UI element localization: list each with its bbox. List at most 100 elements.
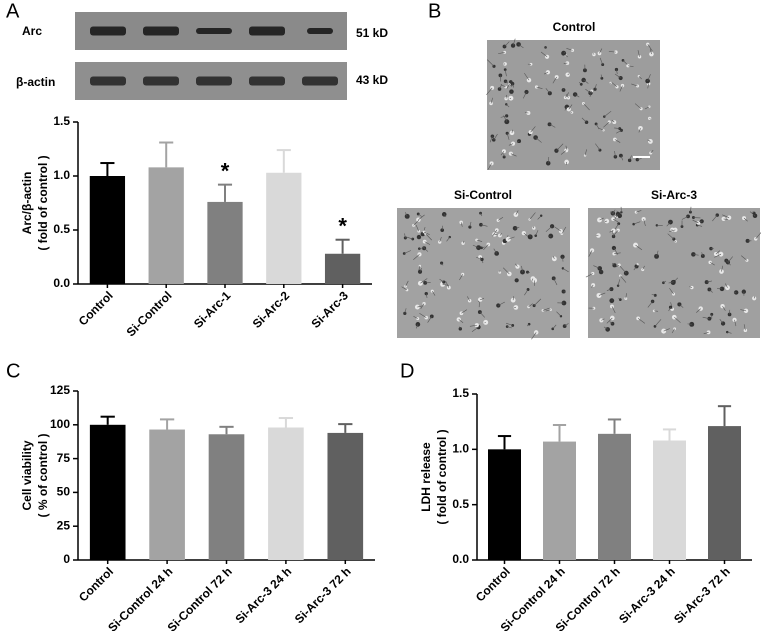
cell <box>618 263 621 266</box>
bar <box>209 434 245 560</box>
blot-band <box>307 28 333 34</box>
x-tick-label: Si-Arc-3 72 h <box>671 564 733 626</box>
cell <box>632 223 635 226</box>
panel-label: C <box>6 360 20 382</box>
cell <box>509 152 513 156</box>
cell <box>494 251 499 256</box>
significance-mark: * <box>221 158 230 183</box>
x-tick-label: Si-Arc-2 <box>250 288 293 331</box>
cell <box>422 302 425 305</box>
cell <box>442 212 447 217</box>
x-tick-label: Si-Arc-3 24 h <box>232 564 294 626</box>
y-tick-label: 1.5 <box>452 386 469 400</box>
x-tick-label: Control <box>76 288 116 328</box>
y-tick-label: 50 <box>57 485 71 499</box>
y-tick-label: 0.0 <box>452 552 469 566</box>
cell <box>732 318 736 322</box>
blot-band <box>302 77 338 86</box>
panel-label: A <box>6 0 20 22</box>
bar <box>149 430 185 560</box>
blot-band <box>143 27 179 36</box>
x-tick-label: Si-Control <box>124 288 175 339</box>
y-tick-label: 0.5 <box>53 222 70 236</box>
y-tick-label: 25 <box>57 518 71 532</box>
bar <box>543 442 576 560</box>
significance-mark: * <box>338 214 347 239</box>
y-axis-label: ( % of control ) <box>36 434 50 518</box>
bar <box>268 428 304 560</box>
panel-label: D <box>400 360 414 382</box>
cell <box>476 245 481 250</box>
bar <box>653 440 686 560</box>
blot-band <box>196 28 232 34</box>
x-tick-label: Si-Arc-3 <box>309 288 352 331</box>
bar <box>90 425 126 560</box>
cell <box>527 78 531 82</box>
cell <box>504 86 507 89</box>
cell <box>552 276 556 280</box>
x-tick-label: Si-Arc-1 <box>191 288 234 331</box>
y-axis-label: ( fold of control ) <box>435 429 449 524</box>
cell <box>672 280 676 284</box>
blot-band <box>90 77 126 86</box>
image-title: Si-Arc-3 <box>651 188 697 202</box>
y-tick-label: 0.0 <box>53 276 70 290</box>
y-tick-label: 75 <box>57 451 71 465</box>
bar <box>708 426 741 560</box>
cell <box>595 122 598 125</box>
image-title: Si-Control <box>454 188 512 202</box>
x-tick-label: Control <box>76 564 116 604</box>
cell <box>562 88 566 92</box>
cell <box>613 138 617 142</box>
y-axis-label: LDH release <box>419 442 433 512</box>
cell <box>459 221 462 224</box>
cell <box>701 254 705 258</box>
blot-band <box>196 77 232 86</box>
cell <box>528 234 533 239</box>
micrograph <box>397 208 570 338</box>
cell <box>516 42 521 47</box>
cell <box>628 159 631 162</box>
cell <box>542 309 545 312</box>
cell <box>573 92 577 96</box>
cell <box>609 82 611 84</box>
y-tick-label: 0 <box>63 552 70 566</box>
y-axis-label: ( fold of control ) <box>36 155 50 250</box>
cell <box>610 304 614 308</box>
x-tick-label: Control <box>473 564 513 604</box>
cell <box>619 154 623 158</box>
cell <box>479 212 482 215</box>
blot-band <box>143 77 179 86</box>
y-axis-label: Arc/β-actin <box>20 172 34 235</box>
bar <box>488 449 521 560</box>
blot-row-label: Arc <box>22 24 42 38</box>
panel-label: B <box>428 0 441 22</box>
cell <box>479 223 483 227</box>
cell <box>404 285 407 288</box>
cell <box>417 235 421 239</box>
y-tick-label: 1.5 <box>53 114 70 128</box>
bar <box>149 167 184 284</box>
y-tick-label: 125 <box>50 383 70 397</box>
bar <box>207 202 242 284</box>
cell <box>544 46 547 49</box>
blot-band <box>249 27 285 36</box>
blot-size: 51 kD <box>356 26 388 40</box>
cell <box>460 311 464 315</box>
y-tick-label: 100 <box>50 417 70 431</box>
blot-size: 43 kD <box>356 73 388 87</box>
bar <box>598 434 631 560</box>
blot-band <box>90 27 126 36</box>
cell <box>416 317 419 320</box>
bar <box>90 176 125 284</box>
blot-band <box>249 77 285 86</box>
bar <box>266 173 301 284</box>
micrograph <box>487 40 660 170</box>
bar <box>325 254 360 284</box>
x-tick-label: Si-Arc-3 24 h <box>616 564 678 626</box>
cell <box>405 214 410 219</box>
y-tick-label: 0.5 <box>452 497 469 511</box>
y-tick-label: 1.0 <box>452 442 469 456</box>
cell <box>555 75 559 79</box>
